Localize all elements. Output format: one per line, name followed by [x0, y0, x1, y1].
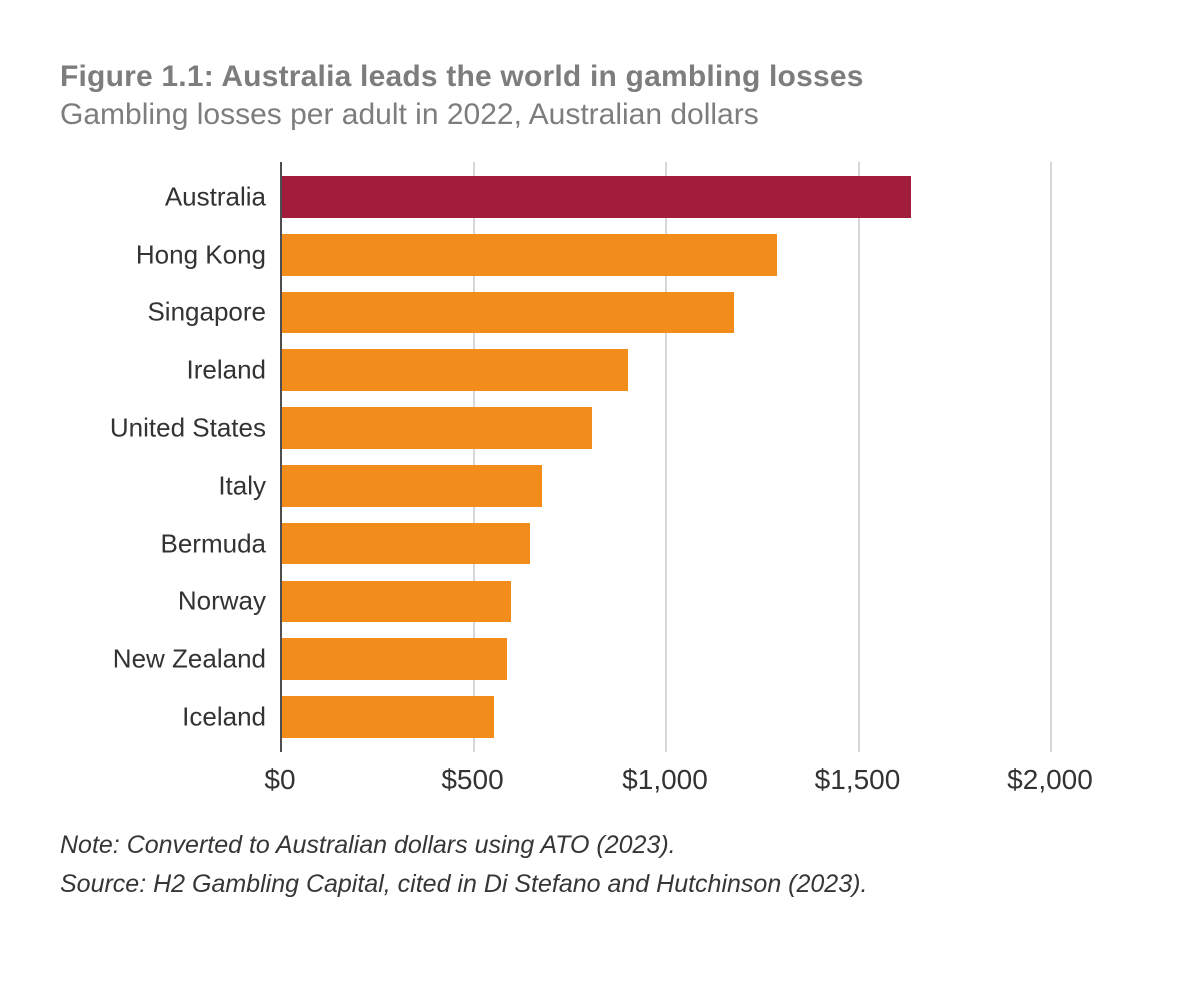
- bar-row: Bermuda: [280, 515, 1050, 573]
- bar: [280, 696, 494, 738]
- chart-notes: Note: Converted to Australian dollars us…: [60, 826, 1140, 904]
- bar-row: New Zealand: [280, 630, 1050, 688]
- bar-row: Ireland: [280, 341, 1050, 399]
- x-tick-label: $1,000: [622, 764, 708, 796]
- chart-source: Source: H2 Gambling Capital, cited in Di…: [60, 865, 1140, 904]
- bar: [280, 523, 530, 565]
- bar-row: United States: [280, 399, 1050, 457]
- category-label: Ireland: [187, 355, 281, 386]
- bar: [280, 292, 734, 334]
- bar-row: Hong Kong: [280, 226, 1050, 284]
- bar: [280, 407, 592, 449]
- chart-title: Figure 1.1: Australia leads the world in…: [60, 60, 1140, 94]
- bar-row: Singapore: [280, 284, 1050, 342]
- category-label: Iceland: [182, 702, 280, 733]
- bar-row: Australia: [280, 168, 1050, 226]
- bar: [280, 581, 511, 623]
- bars-container: AustraliaHong KongSingaporeIrelandUnited…: [280, 162, 1050, 752]
- x-tick-label: $500: [441, 764, 503, 796]
- chart-subtitle: Gambling losses per adult in 2022, Austr…: [60, 98, 1140, 132]
- plot-area: AustraliaHong KongSingaporeIrelandUnited…: [280, 162, 1050, 752]
- bar-row: Norway: [280, 573, 1050, 631]
- bar: [280, 638, 507, 680]
- x-axis: $0$500$1,000$1,500$2,000: [280, 752, 1050, 802]
- category-label: Singapore: [147, 297, 280, 328]
- category-label: Norway: [178, 586, 280, 617]
- x-tick-label: $1,500: [815, 764, 901, 796]
- category-label: United States: [110, 413, 280, 444]
- gridline: [1050, 162, 1052, 752]
- x-tick-label: $2,000: [1007, 764, 1093, 796]
- bar: [280, 465, 542, 507]
- category-label: Italy: [218, 470, 280, 501]
- bar: [280, 176, 911, 218]
- y-axis-line: [280, 162, 282, 752]
- chart-note: Note: Converted to Australian dollars us…: [60, 826, 1140, 865]
- figure-page: Figure 1.1: Australia leads the world in…: [0, 0, 1200, 989]
- chart-area: AustraliaHong KongSingaporeIrelandUnited…: [80, 162, 1140, 802]
- category-label: New Zealand: [113, 644, 280, 675]
- category-label: Hong Kong: [136, 239, 280, 270]
- category-label: Bermuda: [161, 528, 281, 559]
- bar: [280, 349, 628, 391]
- bar-row: Iceland: [280, 688, 1050, 746]
- bar-row: Italy: [280, 457, 1050, 515]
- x-tick-label: $0: [264, 764, 295, 796]
- category-label: Australia: [165, 181, 280, 212]
- bar: [280, 234, 777, 276]
